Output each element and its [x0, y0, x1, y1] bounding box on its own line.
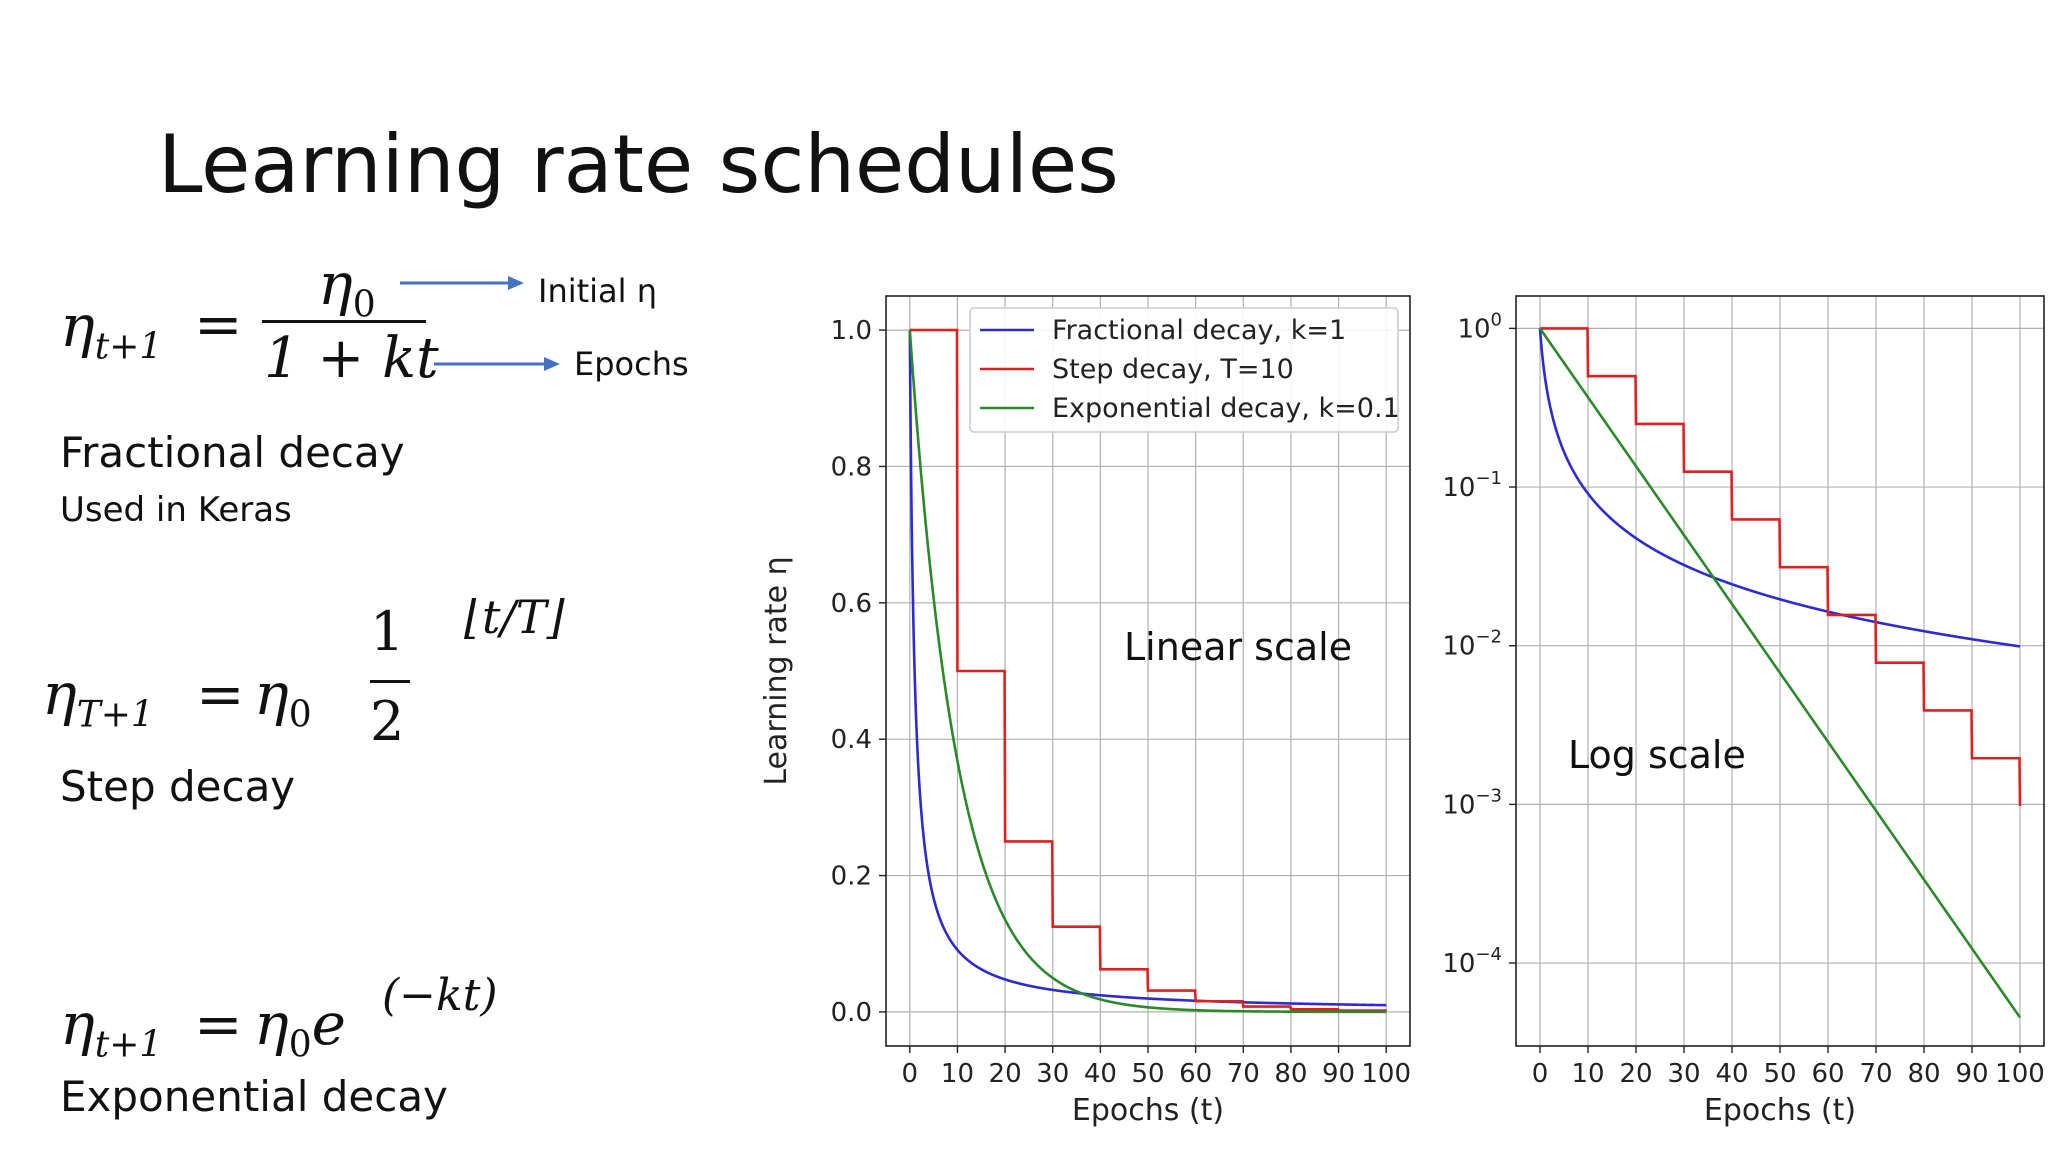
legend-entry: Fractional decay, k=1	[1052, 315, 1346, 346]
exponential-lhs-symbol: η	[60, 990, 95, 1058]
fractional-numerator: η0	[318, 250, 376, 326]
exponential-rhs-subscript: 0	[288, 1024, 312, 1066]
fractional-lhs: ηt+1	[60, 292, 162, 368]
x-tick-label: 70	[1859, 1059, 1892, 1089]
x-tick-label: 50	[1763, 1059, 1796, 1089]
x-tick-label: 10	[1571, 1059, 1604, 1089]
chart-linear: 0 10 20 30 40 50 60 70 80 90 100 0.0 0.2 0.4 0.6 0.8 1.0…	[759, 295, 1411, 1128]
x-tick-label: 80	[1907, 1059, 1940, 1089]
x-tick-label: 30	[1667, 1059, 1700, 1089]
fractional-lhs-subscript: t+1	[94, 326, 163, 368]
chart-log: 0 10 20 30 40 50 60 70 80 90 10010010−110−210−310−…	[1442, 295, 2045, 1128]
legend-entry: Step decay, T=10	[1052, 354, 1294, 385]
exponential-exponent: (−kt)	[382, 970, 498, 1021]
arrow-label-initial: Initial η	[538, 272, 657, 310]
arrow-label-epochs: Epochs	[574, 345, 689, 383]
step-rhs-symbol: η	[254, 660, 289, 728]
slide-title: Learning rate schedules	[158, 118, 1119, 211]
series-line-step	[909, 328, 1388, 1012]
step-decay-name: Step decay	[60, 762, 296, 811]
y-tick-label: 0.4	[831, 725, 872, 755]
y-tick-label: 10−2	[1442, 627, 1502, 662]
exponential-rhs: η0e	[254, 990, 346, 1066]
step-rhs-subscript: 0	[288, 694, 312, 736]
exponential-decay-name: Exponential decay	[60, 1072, 448, 1121]
y-tick-label: 10−1	[1442, 468, 1502, 503]
x-tick-label: 90	[1322, 1059, 1355, 1089]
x-tick-label: 20	[989, 1059, 1022, 1089]
fractional-equals: =	[194, 290, 243, 358]
step-fraction-bar	[370, 680, 410, 683]
series-line-fractional	[908, 330, 1387, 1007]
arrow-initial-head	[508, 276, 524, 290]
fractional-fraction-bar	[262, 320, 426, 323]
legend-entry: Exponential decay, k=0.1	[1052, 393, 1400, 424]
x-tick-label: 50	[1131, 1059, 1164, 1089]
x-tick-label: 40	[1715, 1059, 1748, 1089]
series-line-exponential	[1538, 327, 2022, 1019]
x-tick-label: 100	[1995, 1059, 2045, 1089]
x-tick-label: 60	[1179, 1059, 1212, 1089]
exponential-base: e	[311, 990, 346, 1058]
series-line-fractional	[1538, 328, 2021, 648]
exponential-rhs-symbol: η	[254, 990, 289, 1058]
step-equals: =	[196, 660, 245, 728]
x-axis-label: Epochs (t)	[1704, 1093, 1856, 1128]
fractional-numerator-symbol: η	[318, 250, 353, 318]
y-tick-label: 1.0	[831, 316, 872, 346]
step-frac-numerator: 1	[370, 600, 405, 663]
x-tick-label: 30	[1036, 1059, 1069, 1089]
exponential-equals: =	[194, 990, 243, 1058]
y-tick-label: 0.8	[831, 452, 872, 482]
step-lhs-symbol: η	[42, 660, 77, 728]
x-axis-label: Epochs (t)	[1072, 1093, 1224, 1128]
exponential-lhs: ηt+1	[60, 990, 162, 1066]
y-tick-label: 10−3	[1442, 785, 1502, 820]
x-tick-label: 40	[1084, 1059, 1117, 1089]
x-tick-label: 0	[1532, 1059, 1549, 1089]
y-tick-label: 0.0	[831, 998, 872, 1028]
step-lhs: ηT+1	[42, 660, 154, 736]
scale-annotation: Linear scale	[1124, 625, 1352, 669]
x-tick-label: 80	[1274, 1059, 1307, 1089]
fractional-decay-note: Used in Keras	[60, 490, 292, 530]
y-axis-label: Learning rate η	[759, 556, 794, 785]
x-tick-label: 70	[1227, 1059, 1260, 1089]
x-tick-label: 0	[902, 1059, 919, 1089]
legend-box	[969, 307, 1399, 433]
arrows	[400, 276, 560, 371]
x-tick-label: 10	[941, 1059, 974, 1089]
y-tick-label: 0.2	[831, 862, 872, 892]
fractional-denominator: 1 + kt	[264, 326, 439, 391]
y-tick-label: 0.6	[831, 589, 872, 619]
x-tick-label: 90	[1955, 1059, 1988, 1089]
series-line-exponential	[908, 330, 1387, 1014]
fractional-numerator-subscript: 0	[352, 284, 376, 326]
step-rhs: η0	[254, 660, 312, 736]
x-tick-label: 100	[1361, 1059, 1411, 1089]
step-frac-denominator: 2	[370, 690, 405, 753]
y-tick-label: 100	[1457, 309, 1502, 344]
y-tick-label: 10−4	[1442, 944, 1502, 979]
exponential-lhs-subscript: t+1	[94, 1024, 163, 1066]
step-exponent: ⌊t/T⌋	[464, 590, 565, 644]
x-tick-label: 20	[1619, 1059, 1652, 1089]
step-lhs-subscript: T+1	[76, 694, 154, 736]
series-line-step	[1540, 327, 2022, 807]
x-tick-label: 60	[1811, 1059, 1844, 1089]
fractional-lhs-symbol: η	[60, 292, 95, 360]
scale-annotation: Log scale	[1568, 733, 1746, 777]
fractional-decay-name: Fractional decay	[60, 428, 405, 477]
arrow-epochs-head	[544, 357, 560, 371]
